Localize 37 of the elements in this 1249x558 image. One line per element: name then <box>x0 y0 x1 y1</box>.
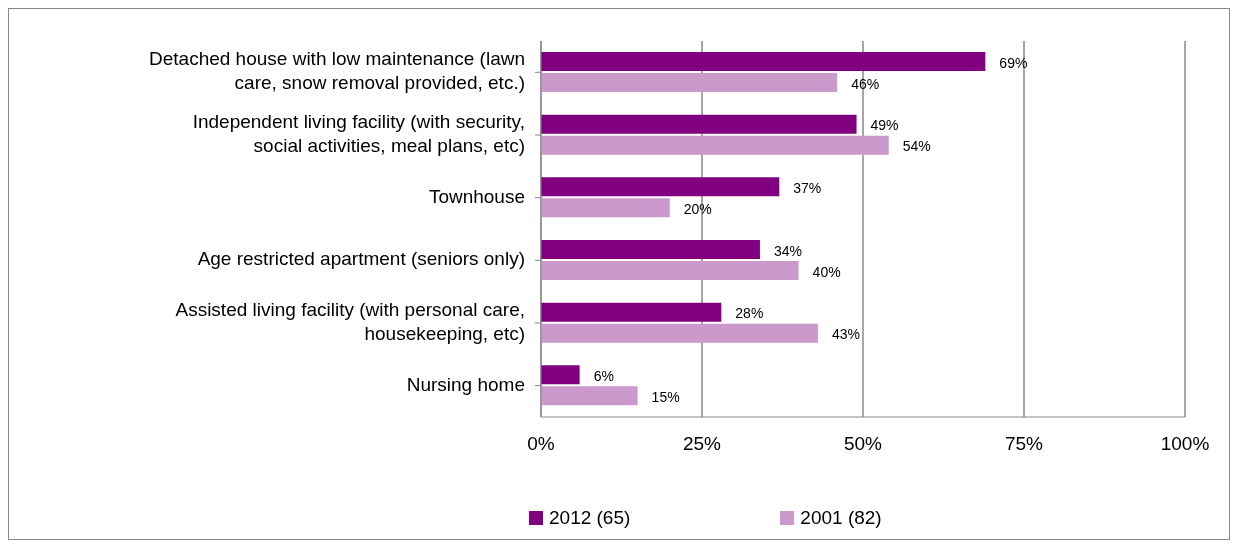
bar <box>541 73 838 92</box>
x-tick-label: 100% <box>1160 433 1210 455</box>
data-label: 15% <box>651 388 680 405</box>
data-label: 54% <box>902 138 931 155</box>
y-tick-label: Nursing home <box>406 373 525 395</box>
bar <box>541 177 780 197</box>
legend-label: 2001 (82) <box>799 507 882 529</box>
data-label: 6% <box>593 367 614 384</box>
y-tick-label: Detached house with low maintenance (lawn care, snow removal provided, etc.) <box>149 48 525 94</box>
bar <box>541 323 818 343</box>
data-label: 34% <box>773 242 802 259</box>
data-label: 37% <box>793 179 822 196</box>
data-label: 49% <box>870 117 899 134</box>
bar <box>541 198 670 218</box>
legend-label: 2012 (65) <box>548 507 631 529</box>
y-tick-label: Independent living facility (with security, social activities, meal plans, etc) <box>192 111 525 157</box>
data-label: 46% <box>851 75 880 92</box>
x-tick-label: 50% <box>843 433 883 455</box>
bar <box>541 365 580 385</box>
bar <box>541 302 722 322</box>
data-label: 69% <box>999 54 1028 71</box>
data-label: 28% <box>735 305 764 322</box>
bar <box>541 240 760 259</box>
data-label: 40% <box>812 263 841 280</box>
bar <box>541 52 986 71</box>
x-tick-label: 25% <box>682 433 722 455</box>
bar <box>541 114 857 134</box>
data-label: 43% <box>831 326 860 343</box>
bar <box>541 261 799 280</box>
y-tick-label: Townhouse <box>428 185 525 207</box>
x-tick-label: 0% <box>527 433 555 455</box>
bar <box>541 386 638 406</box>
y-tick-label: Age restricted apartment (seniors only) <box>197 248 525 270</box>
x-tick-label: 75% <box>1004 433 1044 455</box>
y-tick-label: Assisted living facility (with personal care, housekeeping, etc) <box>175 299 525 345</box>
data-label: 20% <box>683 200 712 217</box>
bar <box>541 135 889 155</box>
